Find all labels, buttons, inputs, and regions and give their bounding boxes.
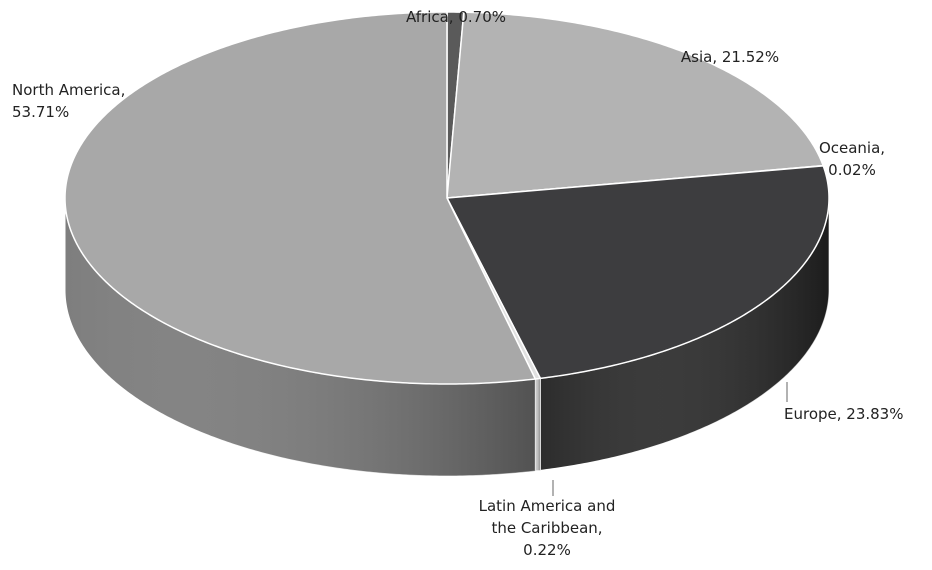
slice [446, 11, 824, 199]
slice-label: Asia, 21.52% [680, 48, 780, 66]
slice-label: Latin America and the Caribbean, 0.22% [478, 497, 616, 559]
slice-label: Africa, 0.70% [406, 8, 506, 26]
slice [446, 165, 830, 380]
side-shade [65, 198, 536, 476]
side-shade [535, 378, 541, 471]
slice-label: North America, 53.71% [12, 81, 126, 121]
slice-label: Europe, 23.83% [784, 405, 904, 423]
slice [64, 11, 536, 385]
side-shade [540, 198, 829, 471]
slice-label: Oceania, 0.02% [818, 139, 886, 179]
